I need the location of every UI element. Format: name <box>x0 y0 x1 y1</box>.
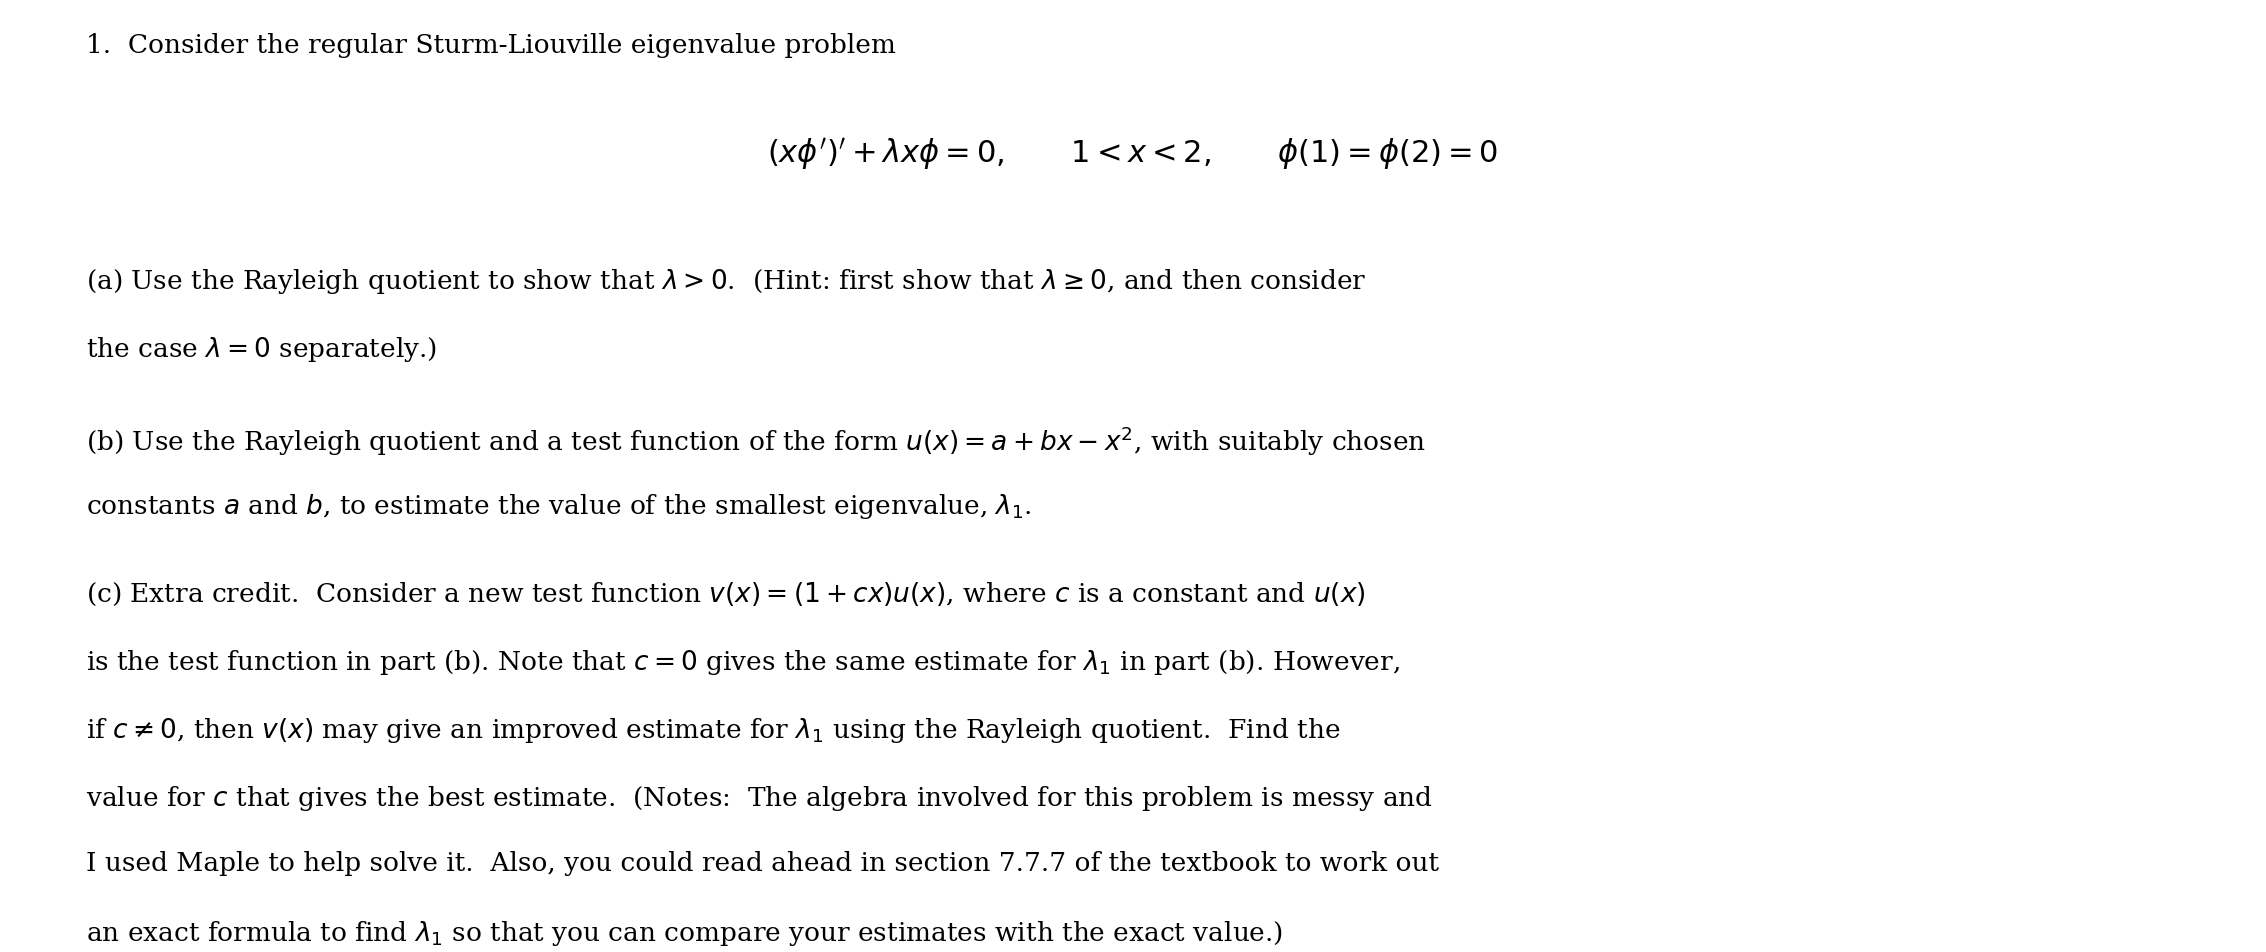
Text: $(x\phi^\prime)^\prime + \lambda x\phi = 0,\qquad 1 < x < 2,\qquad \phi(1) = \ph: $(x\phi^\prime)^\prime + \lambda x\phi =… <box>768 136 1498 172</box>
Text: value for $c$ that gives the best estimate.  (Notes:  The algebra involved for t: value for $c$ that gives the best estima… <box>86 783 1432 813</box>
Text: an exact formula to find $\lambda_1$ so that you can compare your estimates with: an exact formula to find $\lambda_1$ so … <box>86 919 1283 947</box>
Text: I used Maple to help solve it.  Also, you could read ahead in section 7.7.7 of t: I used Maple to help solve it. Also, you… <box>86 851 1439 876</box>
Text: (b) Use the Rayleigh quotient and a test function of the form $u(x) = a+bx-x^2$,: (b) Use the Rayleigh quotient and a test… <box>86 425 1425 458</box>
Text: the case $\lambda = 0$ separately.): the case $\lambda = 0$ separately.) <box>86 335 437 364</box>
Text: (c) Extra credit.  Consider a new test function $v(x) = (1 + cx)u(x)$, where $c$: (c) Extra credit. Consider a new test fu… <box>86 581 1366 608</box>
Text: 1.  Consider the regular Sturm-Liouville eigenvalue problem: 1. Consider the regular Sturm-Liouville … <box>86 32 895 58</box>
Text: (a) Use the Rayleigh quotient to show that $\lambda > 0$.  (Hint: first show tha: (a) Use the Rayleigh quotient to show th… <box>86 268 1366 296</box>
Text: is the test function in part (b). Note that $c = 0$ gives the same estimate for : is the test function in part (b). Note t… <box>86 648 1400 678</box>
Text: constants $a$ and $b$, to estimate the value of the smallest eigenvalue, $\lambd: constants $a$ and $b$, to estimate the v… <box>86 492 1031 521</box>
Text: if $c \neq 0$, then $v(x)$ may give an improved estimate for $\lambda_1$ using t: if $c \neq 0$, then $v(x)$ may give an i… <box>86 716 1341 745</box>
